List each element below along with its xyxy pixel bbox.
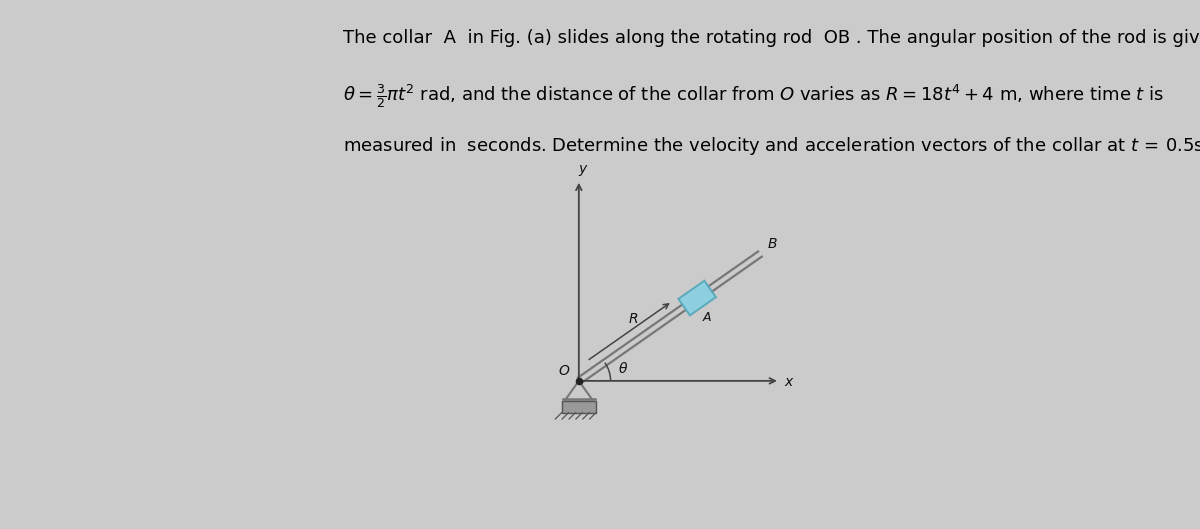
Text: $\theta$: $\theta$ bbox=[618, 361, 629, 376]
Text: x: x bbox=[784, 375, 792, 389]
Text: y: y bbox=[578, 162, 586, 176]
Text: B: B bbox=[767, 237, 776, 251]
Text: The collar  A  in Fig. (a) slides along the rotating rod  OB . The angular posit: The collar A in Fig. (a) slides along th… bbox=[343, 29, 1200, 47]
Text: measured in  seconds. Determine the velocity and acceleration vectors of the col: measured in seconds. Determine the veloc… bbox=[343, 135, 1200, 157]
Polygon shape bbox=[562, 401, 596, 413]
Polygon shape bbox=[678, 281, 716, 315]
Text: A: A bbox=[702, 311, 712, 324]
Text: R: R bbox=[629, 312, 638, 326]
Text: $\theta = \frac{3}{2}\pi t^2$ rad, and the distance of the collar from $O$ varie: $\theta = \frac{3}{2}\pi t^2$ rad, and t… bbox=[343, 82, 1164, 110]
Text: O: O bbox=[558, 364, 569, 378]
